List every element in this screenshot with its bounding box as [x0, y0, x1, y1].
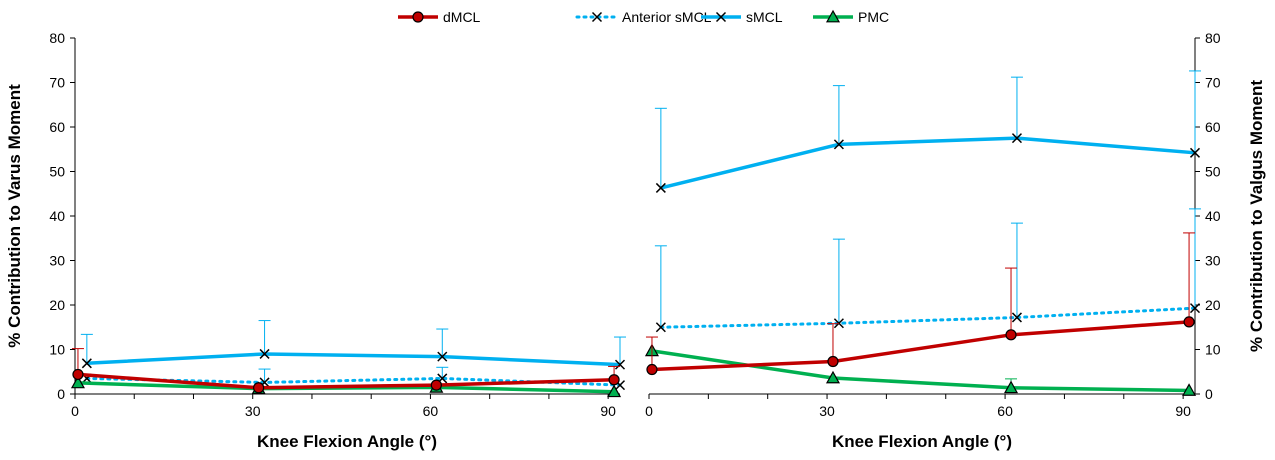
series-line — [651, 320, 1190, 372]
x-tick-label: 30 — [819, 403, 835, 419]
y-tick-label: 50 — [1205, 164, 1221, 180]
data-point — [655, 182, 666, 193]
y-tick-label: 10 — [49, 342, 65, 358]
y-axis-title: % Contribution to Varus Moment — [5, 84, 24, 348]
legend-item-smcl: sMCL — [701, 9, 783, 25]
series-dmcl — [71, 348, 621, 394]
data-point — [1182, 383, 1197, 396]
x-tick-label: 60 — [997, 403, 1013, 419]
y-tick-label: 30 — [1205, 253, 1221, 269]
x-tick-label: 0 — [71, 403, 79, 419]
x-axis-title: Knee Flexion Angle (°) — [832, 432, 1012, 451]
y-tick-label: 40 — [49, 208, 65, 224]
y-tick-label: 0 — [1205, 386, 1213, 402]
data-point — [655, 322, 666, 333]
data-point — [1189, 303, 1201, 314]
legend-label: Anterior sMCL — [622, 9, 712, 25]
legend-item-dmcl: dMCL — [398, 9, 481, 25]
series-line — [77, 372, 615, 390]
data-point — [825, 370, 840, 384]
data-point — [827, 355, 839, 368]
legend-marker — [591, 11, 603, 23]
y-tick-label: 0 — [57, 386, 65, 402]
data-point — [81, 358, 92, 369]
x-tick-label: 60 — [423, 403, 439, 419]
data-point — [614, 359, 626, 370]
series-dmcl — [645, 232, 1196, 376]
x-axis-title: Knee Flexion Angle (°) — [257, 432, 437, 451]
data-point — [1005, 329, 1017, 341]
varus-panel: 0 10 20 30 40 50 60 70 80 0 30 60 90 Knee Flexion Ang… — [5, 30, 626, 451]
series-line — [86, 352, 621, 367]
data-point — [437, 351, 448, 362]
y-tick-label: 70 — [49, 75, 65, 91]
data-point — [1011, 312, 1022, 323]
x-tick-label: 90 — [1175, 403, 1191, 419]
legend-item-pmc: PMC — [813, 9, 889, 25]
y-tick-label: 40 — [1205, 208, 1221, 224]
y-tick-label: 80 — [1205, 30, 1221, 46]
series-pmc — [644, 343, 1197, 396]
data-point — [1011, 133, 1022, 144]
legend-item-anterior-smcl: Anterior sMCL — [575, 9, 712, 25]
data-point — [833, 139, 844, 150]
data-point — [1189, 147, 1201, 158]
x-tick-label: 30 — [245, 403, 261, 419]
legend-label: sMCL — [746, 9, 783, 25]
series-line — [660, 136, 1196, 190]
y-tick-label: 60 — [1205, 119, 1221, 135]
legend-marker — [825, 9, 841, 23]
legend-marker — [412, 11, 424, 23]
y-tick-label: 10 — [1205, 342, 1221, 358]
legend: dMCL Anterior sMCL sMCL PMC — [398, 9, 889, 25]
legend-label: PMC — [858, 9, 889, 25]
data-point — [1004, 380, 1019, 394]
y-tick-label: 50 — [49, 164, 65, 180]
data-point — [70, 375, 85, 389]
data-point — [646, 363, 658, 376]
series-smcl — [80, 320, 626, 370]
y-tick-label: 20 — [1205, 297, 1221, 313]
series-smcl — [654, 70, 1201, 193]
series-line — [651, 349, 1190, 393]
legend-label: dMCL — [443, 9, 481, 25]
x-tick-label: 0 — [645, 403, 653, 419]
y-axis-title: % Contribution to Valgus Moment — [1247, 80, 1266, 352]
y-tick-label: 30 — [49, 253, 65, 269]
y-tick-label: 70 — [1205, 75, 1221, 91]
y-tick-label: 20 — [49, 297, 65, 313]
valgus-panel: 0 10 20 30 40 50 60 70 80 0 30 60 90 Knee Flexion Ang… — [644, 30, 1266, 451]
data-point — [1183, 316, 1195, 328]
legend-marker — [715, 11, 727, 23]
data-point — [253, 382, 265, 394]
data-point — [430, 379, 442, 391]
series-anterior-smcl — [654, 208, 1201, 333]
data-point — [72, 368, 84, 381]
series-line — [659, 306, 1197, 329]
data-point — [607, 384, 622, 398]
data-point — [608, 374, 620, 386]
y-tick-label: 80 — [49, 30, 65, 46]
y-tick-label: 60 — [49, 119, 65, 135]
data-point — [259, 348, 270, 359]
x-tick-label: 90 — [600, 403, 616, 419]
